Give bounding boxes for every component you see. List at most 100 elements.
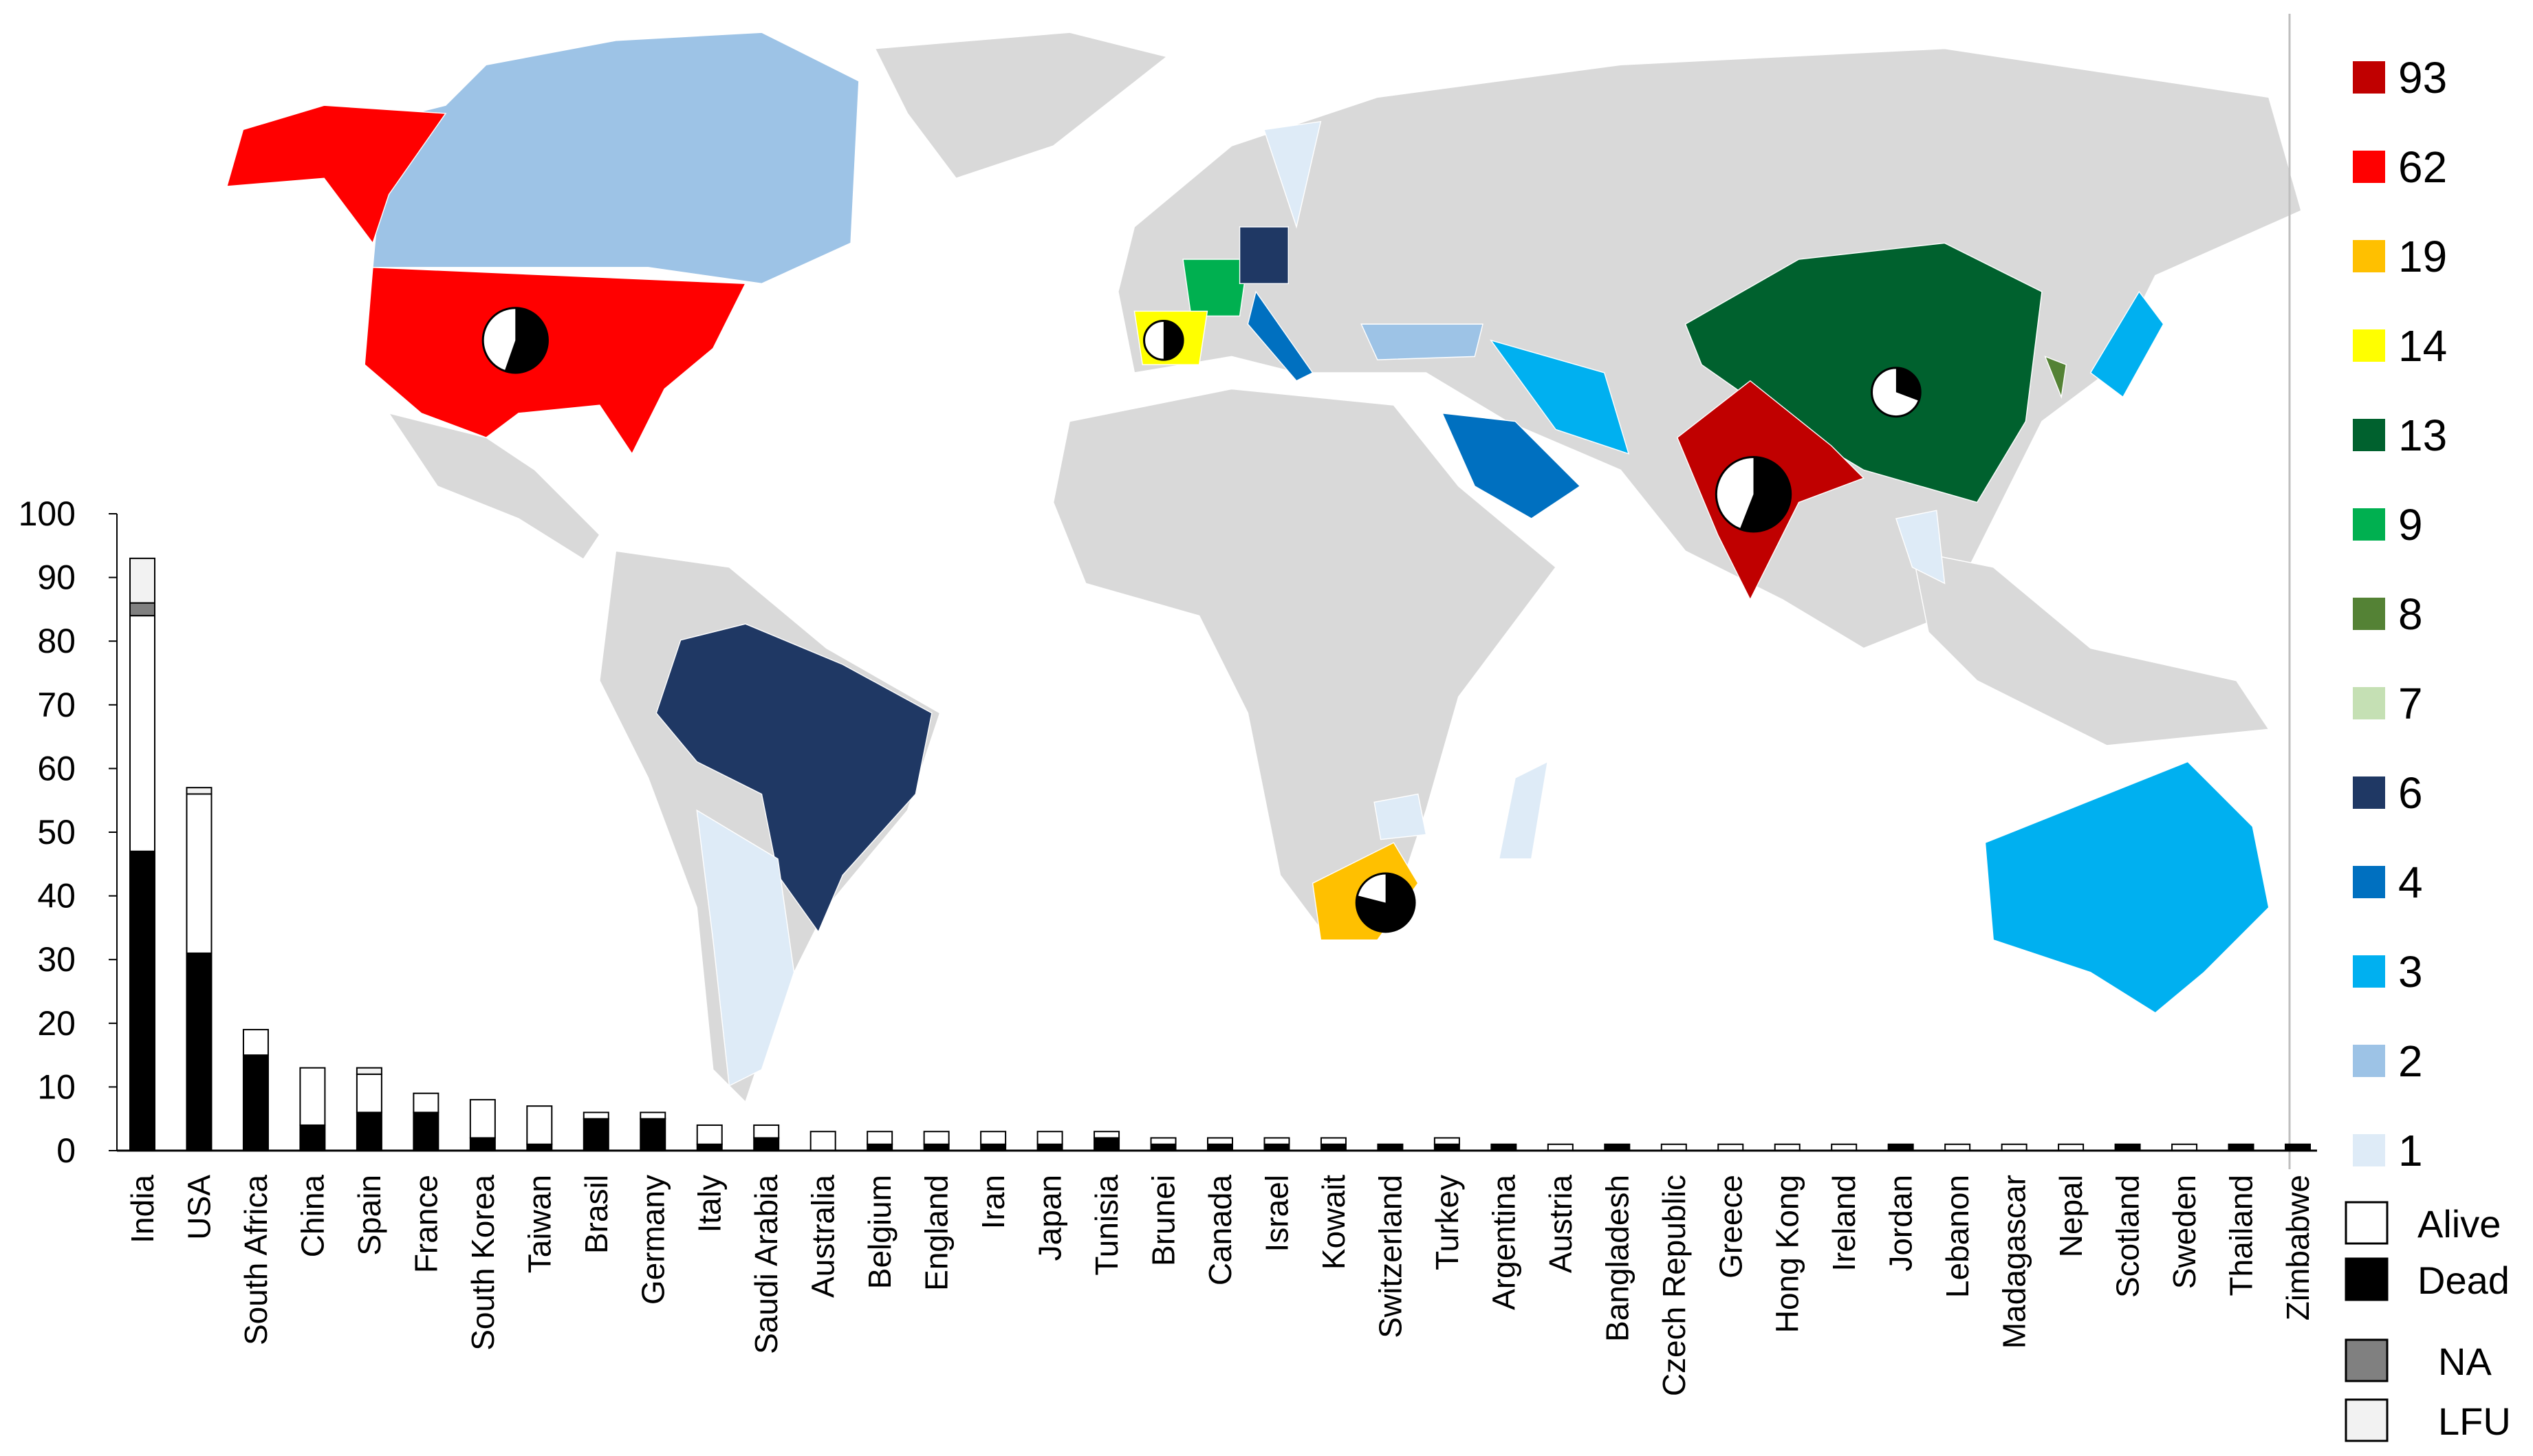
- x-tick-label: South Africa: [238, 1175, 274, 1345]
- germany: [1239, 226, 1289, 285]
- france: [1182, 259, 1249, 317]
- bar-segment: [1036, 1131, 1063, 1145]
- bar-segment: [640, 1118, 666, 1151]
- map-legend-label: 1: [2398, 1126, 2423, 1175]
- x-tick-label: Argentina: [1486, 1175, 1521, 1310]
- x-tick-label: Greece: [1713, 1175, 1748, 1279]
- y-tick-label: 90: [37, 558, 76, 597]
- australia: [1984, 761, 2270, 1014]
- sweden: [1263, 120, 1322, 229]
- x-tick-label: England: [919, 1175, 955, 1291]
- bar-segment: [1320, 1137, 1347, 1145]
- map-legend-swatch: [2353, 1045, 2385, 1077]
- world-map: [226, 32, 2302, 1103]
- bar-legend-label: NA: [2438, 1340, 2492, 1383]
- map-legend-swatch: [2353, 1134, 2385, 1166]
- x-tick-label: China: [294, 1175, 330, 1258]
- x-tick-label: Israel: [1259, 1175, 1294, 1252]
- bar-legend-swatch: [2345, 1201, 2389, 1245]
- x-tick-label: Japan: [1032, 1175, 1068, 1261]
- map-legend-label: 2: [2398, 1036, 2423, 1086]
- x-tick-label: Jordan: [1883, 1175, 1919, 1272]
- italy: [1247, 290, 1314, 382]
- y-tick-label: 40: [37, 877, 76, 915]
- bar-segment: [186, 787, 213, 795]
- y-tick-label: 0: [56, 1131, 76, 1170]
- bar-segment: [356, 1111, 382, 1151]
- bar-segment: [583, 1111, 609, 1120]
- central-america: [387, 412, 600, 560]
- y-tick-label: 70: [37, 686, 76, 724]
- map-legend-swatch: [2353, 776, 2385, 809]
- bar-segment: [129, 557, 155, 604]
- x-tick-label: Bangladesh: [1599, 1175, 1635, 1342]
- saudi-arabia: [1441, 413, 1581, 519]
- map-legend-label: 4: [2398, 858, 2423, 907]
- thailand: [1895, 510, 1946, 585]
- x-tick-label: Thailand: [2224, 1175, 2259, 1296]
- map-legend-swatch: [2353, 866, 2385, 898]
- bar-segment: [186, 793, 213, 954]
- x-tick-label: Austria: [1543, 1175, 1578, 1274]
- madagascar: [1498, 761, 1549, 860]
- map-legend-label: 13: [2398, 411, 2447, 460]
- map-legend-label: 93: [2398, 53, 2447, 102]
- map-legend-swatch: [2353, 419, 2385, 451]
- pie-dead: [1895, 367, 1921, 401]
- bar-segment: [299, 1124, 326, 1151]
- map-legend-swatch: [2353, 687, 2385, 719]
- bar-segment: [526, 1105, 553, 1145]
- bar-segment: [469, 1137, 496, 1151]
- x-tick-label: Czech Republic: [1656, 1175, 1692, 1396]
- argentina: [696, 809, 795, 1087]
- bar-segment: [753, 1124, 780, 1139]
- map-legend-swatch: [2353, 508, 2385, 541]
- bar-segment: [186, 952, 213, 1151]
- x-tick-label: Switzerland: [1372, 1175, 1408, 1338]
- bar-legend-label: LFU: [2438, 1400, 2511, 1443]
- map-legend-label: 14: [2398, 321, 2447, 371]
- bar-segment: [299, 1067, 326, 1126]
- bar-segment: [129, 615, 155, 852]
- alaska: [226, 105, 447, 244]
- bar-segment: [129, 850, 155, 1152]
- x-tick-label: South Korea: [465, 1175, 501, 1351]
- x-tick-label: Tunisia: [1089, 1175, 1124, 1276]
- x-tick-label: Spain: [351, 1175, 387, 1256]
- map-legend-swatch: [2353, 598, 2385, 630]
- japan: [2089, 290, 2164, 398]
- y-tick-label: 20: [37, 1004, 76, 1043]
- x-tick-label: France: [408, 1175, 444, 1273]
- map-legend-label: 62: [2398, 142, 2447, 192]
- x-tick-label: Madagascar: [1997, 1175, 2032, 1349]
- bar-segment: [1094, 1137, 1120, 1151]
- bar-segment: [1150, 1137, 1177, 1145]
- map-legend-swatch: [2353, 955, 2385, 988]
- canada: [372, 32, 860, 285]
- bar-segment: [1207, 1137, 1233, 1145]
- bar-segment: [696, 1124, 723, 1145]
- south-korea: [2044, 356, 2067, 399]
- bar-segment: [356, 1067, 382, 1075]
- bar-segment: [469, 1098, 496, 1139]
- y-tick-label: 50: [37, 813, 76, 851]
- bar-segment: [129, 602, 155, 617]
- x-tick-label: USA: [181, 1175, 217, 1240]
- x-tick-label: Australia: [805, 1175, 841, 1298]
- y-tick-label: 30: [37, 940, 76, 979]
- x-tick-label: Taiwan: [521, 1175, 557, 1273]
- x-tick-label: Sweden: [2166, 1175, 2202, 1289]
- pie-dead: [1356, 873, 1415, 932]
- bar-segment: [980, 1131, 1007, 1145]
- bar-segment: [1094, 1131, 1120, 1139]
- x-tick-label: Turkey: [1429, 1175, 1465, 1270]
- map-legend-swatch: [2353, 329, 2385, 362]
- brazil: [655, 623, 933, 933]
- map-legend-swatch: [2353, 151, 2385, 183]
- x-tick-label: Germany: [635, 1175, 671, 1305]
- x-tick-label: Nepal: [2053, 1175, 2089, 1257]
- y-tick-label: 100: [19, 495, 76, 533]
- iran: [1490, 339, 1630, 455]
- bar-segment: [242, 1029, 269, 1056]
